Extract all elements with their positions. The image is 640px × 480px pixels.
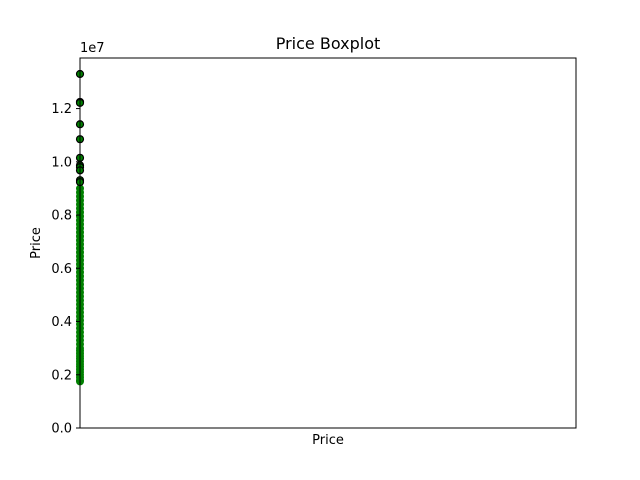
y-tick-label: 0.4 <box>51 315 72 330</box>
y-tick-label: 0.2 <box>51 368 72 383</box>
y-offset-label: 1e7 <box>80 41 105 56</box>
y-tick-label: 1.0 <box>51 155 72 170</box>
y-tick-label: 0.6 <box>51 262 72 277</box>
plot-frame <box>79 57 577 429</box>
y-axis: 0.0 0.2 0.4 0.6 0.8 1.0 1.2 <box>51 102 80 437</box>
y-tick-label: 0.8 <box>51 209 72 224</box>
chart-title: Price Boxplot <box>276 34 381 53</box>
x-axis-label: Price <box>312 433 344 448</box>
y-axis-label: Price <box>29 227 44 259</box>
plot-area <box>80 58 576 428</box>
y-tick-label: 0.0 <box>51 422 72 437</box>
y-tick-label: 1.2 <box>51 102 72 117</box>
